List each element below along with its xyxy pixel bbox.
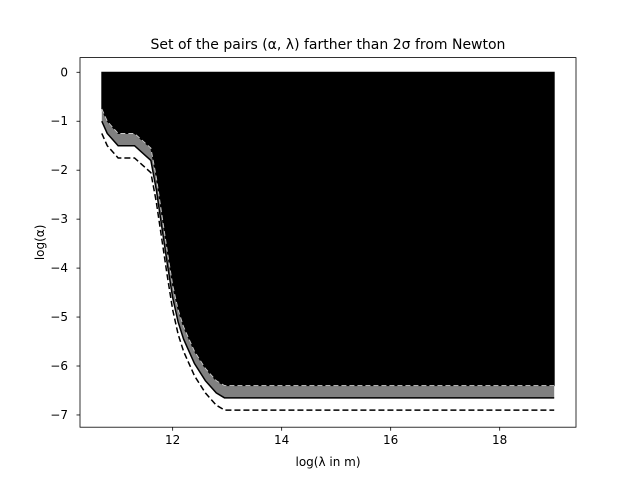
x-axis: 12 14 16 18 xyxy=(165,427,507,447)
solid-line xyxy=(101,120,555,399)
x-tick-label: 14 xyxy=(274,433,289,447)
x-tick-label: 18 xyxy=(492,433,507,447)
y-tick-label: −5 xyxy=(50,310,68,324)
chart-title: Set of the pairs (α, λ) farther than 2σ … xyxy=(151,37,506,53)
excluded-region xyxy=(101,71,555,387)
y-axis-label: log(α) xyxy=(33,225,47,261)
x-tick-label: 16 xyxy=(383,433,398,447)
boundary-dashed-line xyxy=(101,108,555,387)
y-tick-label: −1 xyxy=(50,114,68,128)
y-tick-label: 0 xyxy=(60,65,68,79)
y-tick-label: −2 xyxy=(50,163,68,177)
y-tick-label: −3 xyxy=(50,212,68,226)
y-axis: 0 −1 −2 −3 −4 −5 −6 −7 xyxy=(50,65,80,422)
x-tick-label: 12 xyxy=(165,433,180,447)
dashed-line xyxy=(101,133,555,411)
plot-area xyxy=(101,71,555,411)
x-axis-label: log(λ in m) xyxy=(295,455,360,469)
y-tick-label: −4 xyxy=(50,261,68,275)
y-tick-label: −7 xyxy=(50,408,68,422)
axes-frame xyxy=(79,57,577,428)
y-tick-label: −6 xyxy=(50,359,68,373)
